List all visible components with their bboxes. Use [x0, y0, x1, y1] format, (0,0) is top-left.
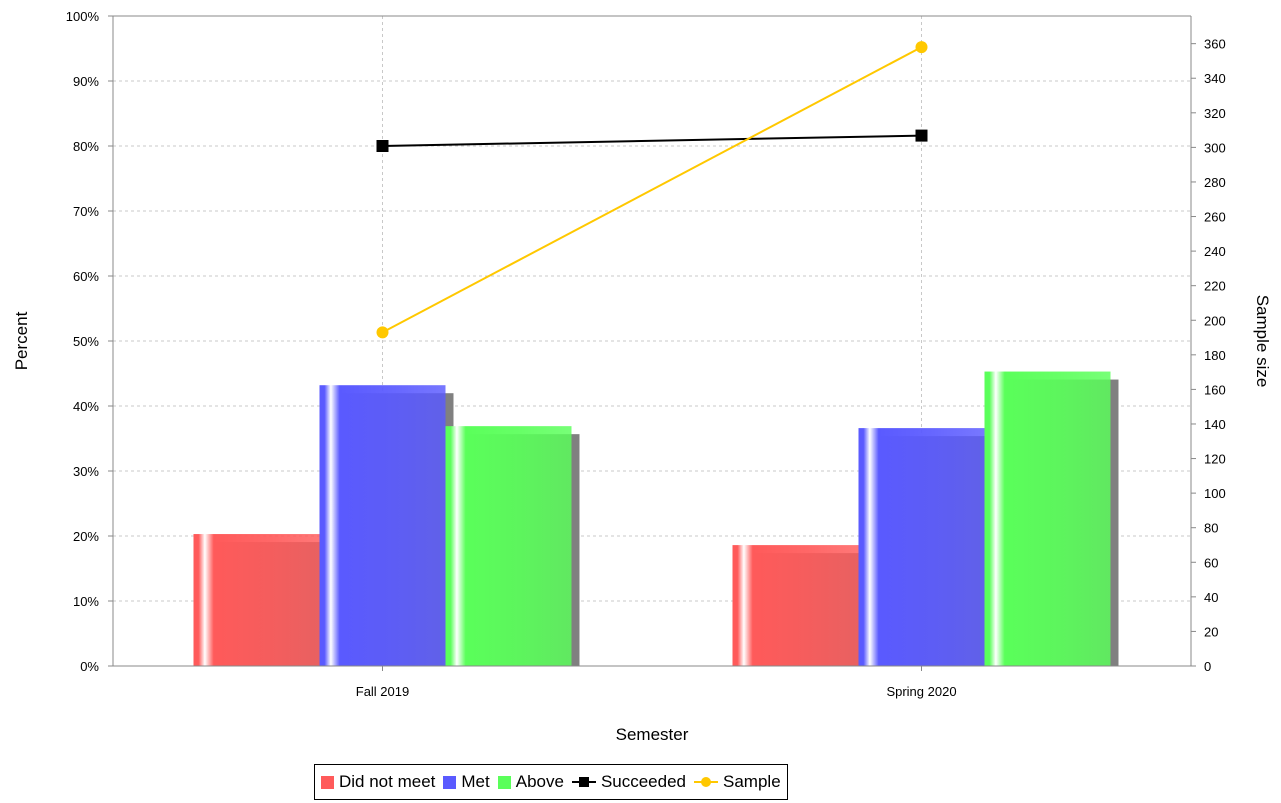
y-tick-label: 100% [66, 9, 100, 24]
line-succeeded [382, 134, 922, 147]
y-tick-label: 30% [73, 464, 99, 479]
y2-tick-label: 120 [1204, 452, 1226, 467]
x-tick-label: Fall 2019 [356, 684, 409, 699]
y-tick-label: 20% [73, 529, 99, 544]
point-sample [376, 326, 389, 339]
point-succeeded [376, 140, 389, 152]
y2-tick-label: 160 [1204, 382, 1226, 397]
y-tick-label: 50% [73, 334, 99, 349]
labels-layer: 0% 10% 20% 30% 40% 50% 60% 70% 80% 90% 100% 0 20 40 60… [66, 9, 1226, 699]
legend-label-met: Met [461, 772, 490, 791]
legend-label-did-not-meet: Did not meet [339, 772, 436, 791]
y-tick-label: 70% [73, 204, 99, 219]
legend-label-above: Above [515, 772, 564, 791]
y2-tick-label: 60 [1204, 555, 1218, 570]
axes-layer [108, 15, 1196, 671]
legend-label-sample: Sample [723, 772, 781, 791]
x-tick-label: Spring 2020 [886, 684, 956, 699]
legend-item-succeeded: Succeeded [571, 772, 687, 792]
y2-tick-label: 20 [1204, 624, 1218, 639]
legend-swatch-above [497, 775, 511, 789]
legend-swatch-met [443, 775, 457, 789]
y2-tick-label: 280 [1204, 175, 1226, 190]
y2-tick-label: 140 [1204, 417, 1226, 432]
y2-tick-label: 180 [1204, 348, 1226, 363]
bars-layer [193, 371, 1119, 666]
bar-did-not-meet [732, 545, 859, 666]
y2-tick-label: 40 [1204, 590, 1218, 605]
y2-axis-title: Sample size [1253, 295, 1272, 388]
y2-tick-label: 260 [1204, 210, 1226, 225]
bar-above [445, 426, 572, 666]
point-succeeded [915, 129, 928, 142]
bar-met [858, 428, 985, 666]
x-axis-title: Semester [616, 725, 689, 744]
y2-tick-label: 80 [1204, 521, 1218, 536]
y2-tick-label: 240 [1204, 244, 1226, 259]
y-tick-label: 60% [73, 269, 99, 284]
legend-item-met: Met [443, 772, 490, 792]
y-tick-label: 80% [73, 139, 99, 154]
y-tick-label: 10% [73, 594, 99, 609]
y-axis-title: Percent [12, 311, 31, 370]
legend-marker-succeeded [571, 775, 596, 789]
legend: Did not meet Met Above Succeeded Sample [314, 764, 788, 800]
lines-layer [376, 41, 928, 339]
y-tick-label: 40% [73, 399, 99, 414]
bar-above [984, 371, 1111, 666]
y2-tick-label: 0 [1204, 659, 1211, 674]
legend-label-succeeded: Succeeded [600, 772, 687, 791]
legend-swatch-did-not-meet [321, 775, 334, 789]
legend-item-above: Above [497, 772, 564, 792]
bar-did-not-meet [193, 534, 320, 666]
y2-tick-label: 360 [1204, 37, 1226, 52]
bar-met [319, 385, 446, 666]
legend-item-did-not-meet: Did not meet [321, 772, 435, 792]
y2-tick-label: 300 [1204, 140, 1226, 155]
y2-tick-label: 340 [1204, 71, 1226, 86]
y2-tick-label: 220 [1204, 279, 1226, 294]
y2-tick-label: 320 [1204, 106, 1226, 121]
y-tick-label: 0% [80, 659, 99, 674]
y-tick-label: 90% [73, 74, 99, 89]
point-sample [915, 41, 928, 54]
y2-tick-label: 200 [1204, 313, 1226, 328]
line-sample [382, 46, 922, 334]
legend-marker-sample [694, 775, 719, 789]
y2-tick-label: 100 [1204, 486, 1226, 501]
legend-item-sample: Sample [694, 772, 781, 792]
